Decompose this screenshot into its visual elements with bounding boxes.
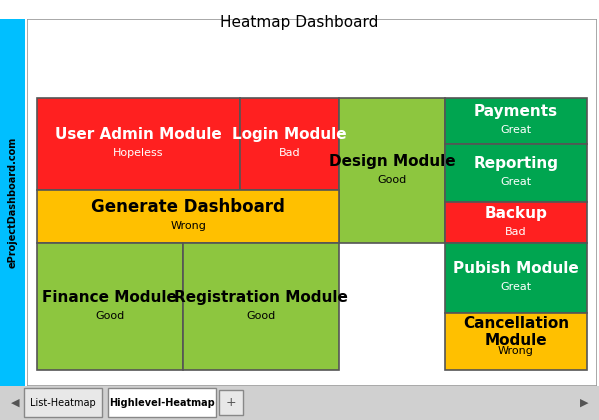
Text: Pubish Module: Pubish Module xyxy=(453,261,579,276)
Text: User Admin Module: User Admin Module xyxy=(55,127,222,142)
Bar xyxy=(219,390,243,415)
Text: Cancellation Module: Cancellation Module xyxy=(463,316,569,349)
Text: Wrong: Wrong xyxy=(170,220,206,231)
Text: Bad: Bad xyxy=(505,227,527,237)
Bar xyxy=(37,98,240,190)
Text: Highlevel-Heatmap: Highlevel-Heatmap xyxy=(109,397,214,407)
Bar xyxy=(183,243,340,370)
Bar xyxy=(445,98,587,144)
Text: Payments: Payments xyxy=(474,104,558,119)
Bar xyxy=(240,98,340,190)
Bar xyxy=(37,243,183,370)
Text: Good: Good xyxy=(377,175,407,185)
Text: Great: Great xyxy=(500,125,531,135)
Text: Reporting: Reporting xyxy=(473,156,558,171)
Text: ◀: ◀ xyxy=(11,397,19,407)
Bar xyxy=(37,190,340,243)
Text: Backup: Backup xyxy=(485,206,547,221)
Bar xyxy=(445,313,587,370)
Text: Finance Module: Finance Module xyxy=(43,290,177,305)
Bar xyxy=(24,388,102,417)
Text: Registration Module: Registration Module xyxy=(174,290,348,305)
Bar xyxy=(445,144,587,202)
Text: List-Heatmap: List-Heatmap xyxy=(30,397,96,407)
Text: eProjectDashboard.com: eProjectDashboard.com xyxy=(8,137,17,268)
Text: Good: Good xyxy=(95,311,125,320)
Text: ▶: ▶ xyxy=(580,397,588,407)
Text: Heatmap Dashboard: Heatmap Dashboard xyxy=(220,15,379,30)
Text: Hopeless: Hopeless xyxy=(113,148,164,158)
Bar xyxy=(108,388,216,417)
Text: Bad: Bad xyxy=(279,148,300,158)
Text: Great: Great xyxy=(500,177,531,187)
Text: Design Module: Design Module xyxy=(329,154,455,169)
Text: Generate Dashboard: Generate Dashboard xyxy=(92,198,285,216)
Bar xyxy=(445,243,587,313)
Text: +: + xyxy=(225,396,236,409)
Text: Login Module: Login Module xyxy=(232,127,347,142)
Text: Good: Good xyxy=(246,311,276,320)
Text: Great: Great xyxy=(500,282,531,292)
Bar xyxy=(445,202,587,243)
Text: Wrong: Wrong xyxy=(498,346,534,356)
Bar xyxy=(340,98,445,243)
